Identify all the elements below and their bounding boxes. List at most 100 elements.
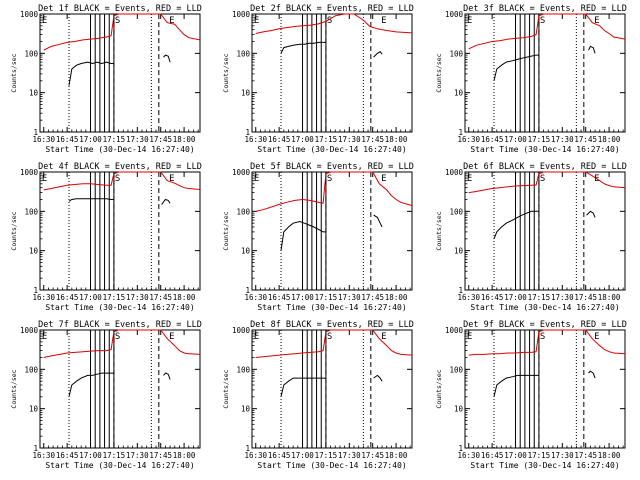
y-tick-label: 100 xyxy=(449,207,463,216)
x-tick-label: 16:30 xyxy=(457,135,480,144)
x-axis-label: Start Time (30-Dec-14 16:27:40) xyxy=(470,303,619,312)
x-tick-label: 16:30 xyxy=(32,135,55,144)
y-tick-label: 1000 xyxy=(20,326,39,335)
x-tick-label: 16:30 xyxy=(457,451,480,460)
events-series-line xyxy=(68,61,114,86)
x-tick-label: 17:00 xyxy=(79,293,102,302)
marker-label: S xyxy=(115,332,120,342)
y-tick-label: 1 xyxy=(33,128,38,137)
y-tick-label: 100 xyxy=(24,207,38,216)
panel-title: Det 6f BLACK = Events, RED = LLD xyxy=(463,162,627,172)
lld-series-line xyxy=(43,13,201,51)
x-axis-label: Start Time (30-Dec-14 16:27:40) xyxy=(470,461,619,470)
y-tick-label: 1 xyxy=(245,444,250,453)
x-tick-label: 17:00 xyxy=(504,293,527,302)
x-tick-label: 16:45 xyxy=(481,293,504,302)
marker-label: E xyxy=(42,16,47,26)
y-tick-label: 1 xyxy=(33,286,38,295)
events-series-line xyxy=(68,198,114,202)
y-tick-label: 10 xyxy=(454,89,464,98)
y-tick-label: 1000 xyxy=(445,168,464,177)
y-tick-label: 1 xyxy=(245,286,250,295)
x-tick-label: 17:30 xyxy=(338,135,361,144)
x-tick-label: 17:00 xyxy=(504,135,527,144)
x-tick-label: 17:15 xyxy=(528,451,551,460)
y-tick-label: 100 xyxy=(449,49,463,58)
marker-label: E xyxy=(254,16,259,26)
panel-title: Det 8f BLACK = Events, RED = LLD xyxy=(250,320,414,330)
plot-frame xyxy=(464,329,626,449)
marker-label: E xyxy=(467,16,472,26)
x-axis-label: Start Time (30-Dec-14 16:27:40) xyxy=(470,145,619,154)
panel-5: Det 5f BLACK = Events, RED = LLD 1 10 100 10… xyxy=(222,162,414,312)
x-tick-label: 17:00 xyxy=(79,451,102,460)
x-tick-label: 17:00 xyxy=(79,135,102,144)
x-axis-label: Start Time (30-Dec-14 16:27:40) xyxy=(257,461,406,470)
events-series-line xyxy=(493,374,539,397)
y-axis-label: Counts/sec xyxy=(222,53,230,92)
panel-6: Det 6f BLACK = Events, RED = LLD 1 10 100 10… xyxy=(435,162,627,312)
x-axis-label: Start Time (30-Dec-14 16:27:40) xyxy=(257,303,406,312)
panel-title: Det 1f BLACK = Events, RED = LLD xyxy=(38,4,202,14)
x-tick-label: 17:45 xyxy=(361,293,384,302)
x-tick-label: 17:30 xyxy=(338,451,361,460)
x-tick-label: 17:30 xyxy=(338,293,361,302)
y-tick-label: 100 xyxy=(236,207,250,216)
marker-label: E xyxy=(42,332,47,342)
x-tick-label: 16:30 xyxy=(244,451,267,460)
x-tick-label: 16:45 xyxy=(56,293,79,302)
events-series-line xyxy=(493,210,539,239)
plot-frame xyxy=(39,171,201,291)
x-tick-label: 18:00 xyxy=(385,451,408,460)
x-tick-label: 17:15 xyxy=(315,135,338,144)
marker-label: S xyxy=(540,174,545,184)
x-tick-label: 17:45 xyxy=(149,451,172,460)
x-tick-label: 18:00 xyxy=(173,293,196,302)
x-tick-label: 17:30 xyxy=(126,451,149,460)
events-series-line xyxy=(280,377,326,397)
y-axis-label: Counts/sec xyxy=(435,369,443,408)
x-tick-label: 16:30 xyxy=(32,451,55,460)
x-tick-label: 17:15 xyxy=(103,451,126,460)
x-axis-label: Start Time (30-Dec-14 16:27:40) xyxy=(45,303,194,312)
events-series-line-late xyxy=(586,210,596,218)
panel-3: Det 3f BLACK = Events, RED = LLD 1 10 100 10… xyxy=(435,4,627,154)
events-series-line xyxy=(68,372,114,397)
marker-label: S xyxy=(327,332,332,342)
x-tick-label: 17:45 xyxy=(149,135,172,144)
x-tick-label: 17:15 xyxy=(103,135,126,144)
x-tick-label: 17:45 xyxy=(574,135,597,144)
y-tick-label: 1 xyxy=(33,444,38,453)
y-tick-label: 1000 xyxy=(20,10,39,19)
marker-label: S xyxy=(540,16,545,26)
x-axis-label: Start Time (30-Dec-14 16:27:40) xyxy=(257,145,406,154)
y-tick-label: 100 xyxy=(449,365,463,374)
marker-label: S xyxy=(327,174,332,184)
x-axis-label: Start Time (30-Dec-14 16:27:40) xyxy=(45,145,194,154)
marker-label: E xyxy=(381,332,386,342)
marker-label: E xyxy=(254,332,259,342)
x-tick-label: 16:30 xyxy=(457,293,480,302)
x-tick-label: 16:45 xyxy=(481,451,504,460)
y-tick-label: 1 xyxy=(458,286,463,295)
y-tick-label: 10 xyxy=(241,89,251,98)
panel-2: Det 2f BLACK = Events, RED = LLD 1 10 100 10… xyxy=(222,4,414,154)
x-tick-label: 17:15 xyxy=(315,451,338,460)
plot-frame xyxy=(251,13,413,133)
x-tick-label: 17:00 xyxy=(291,135,314,144)
x-tick-label: 16:45 xyxy=(56,451,79,460)
x-tick-label: 16:45 xyxy=(481,135,504,144)
y-tick-label: 10 xyxy=(29,405,39,414)
x-tick-label: 17:15 xyxy=(103,293,126,302)
panel-8: Det 8f BLACK = Events, RED = LLD 1 10 100 10… xyxy=(222,320,414,470)
events-series-line-late xyxy=(588,45,596,54)
y-axis-label: Counts/sec xyxy=(10,53,18,92)
y-tick-label: 1 xyxy=(458,444,463,453)
y-tick-label: 1000 xyxy=(232,326,251,335)
plot-frame xyxy=(251,171,413,291)
y-tick-label: 10 xyxy=(454,405,464,414)
y-tick-label: 10 xyxy=(29,247,39,256)
y-tick-label: 10 xyxy=(241,247,251,256)
y-tick-label: 1000 xyxy=(232,10,251,19)
